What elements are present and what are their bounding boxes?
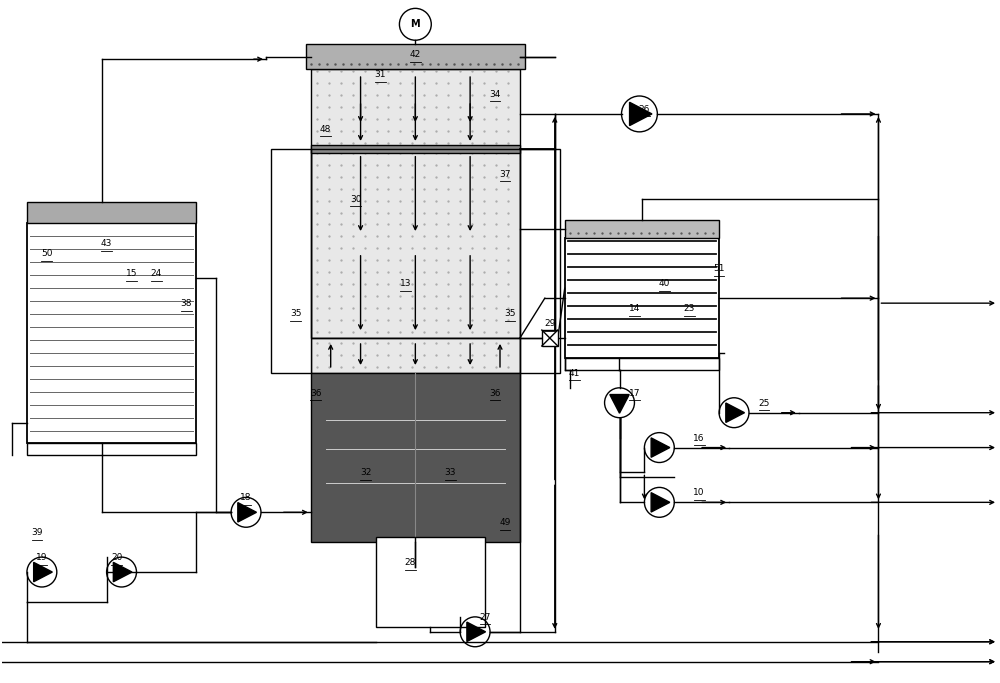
Text: 27: 27 bbox=[479, 613, 491, 622]
Text: 23: 23 bbox=[684, 304, 695, 313]
Bar bbox=[311, 373, 520, 542]
Text: 49: 49 bbox=[499, 518, 511, 527]
Text: 48: 48 bbox=[320, 125, 331, 134]
Text: 50: 50 bbox=[41, 249, 53, 258]
Polygon shape bbox=[726, 403, 745, 422]
Text: 35: 35 bbox=[290, 309, 302, 318]
Text: 38: 38 bbox=[181, 299, 192, 308]
Text: 10: 10 bbox=[693, 488, 705, 497]
Bar bbox=[565, 238, 719, 358]
Text: 19: 19 bbox=[36, 553, 48, 562]
Bar bbox=[565, 221, 719, 238]
Text: 29: 29 bbox=[544, 319, 555, 328]
Text: 41: 41 bbox=[569, 369, 580, 378]
Text: 35: 35 bbox=[504, 309, 516, 318]
Bar bbox=[311, 338, 520, 373]
Polygon shape bbox=[651, 492, 670, 512]
Text: 39: 39 bbox=[31, 528, 43, 538]
Text: 17: 17 bbox=[629, 389, 640, 398]
Polygon shape bbox=[238, 503, 256, 522]
Text: 18: 18 bbox=[240, 493, 252, 502]
Text: 36: 36 bbox=[310, 389, 322, 398]
Text: 30: 30 bbox=[350, 195, 361, 204]
Bar bbox=[271, 149, 311, 373]
Text: 37: 37 bbox=[499, 169, 511, 179]
Text: 14: 14 bbox=[629, 304, 640, 313]
Bar bbox=[542, 330, 558, 346]
Bar bbox=[376, 538, 485, 627]
Text: 43: 43 bbox=[101, 239, 112, 249]
Polygon shape bbox=[630, 102, 652, 126]
Text: 31: 31 bbox=[375, 70, 386, 79]
Text: 42: 42 bbox=[410, 50, 421, 59]
Text: 26: 26 bbox=[639, 105, 650, 114]
Bar bbox=[27, 223, 196, 443]
Polygon shape bbox=[651, 438, 670, 458]
Text: 20: 20 bbox=[111, 553, 122, 562]
Text: 32: 32 bbox=[360, 469, 371, 477]
Text: 28: 28 bbox=[405, 558, 416, 567]
Text: 33: 33 bbox=[444, 469, 456, 477]
Text: 25: 25 bbox=[758, 399, 770, 408]
Bar bbox=[306, 44, 525, 69]
Bar bbox=[27, 201, 196, 223]
Text: 13: 13 bbox=[400, 279, 411, 288]
Text: 15: 15 bbox=[126, 269, 137, 278]
Polygon shape bbox=[467, 622, 486, 641]
Text: 16: 16 bbox=[693, 434, 705, 443]
Text: 40: 40 bbox=[659, 279, 670, 288]
Bar bbox=[311, 149, 520, 338]
Bar bbox=[520, 149, 560, 373]
Bar bbox=[311, 145, 520, 153]
Text: 24: 24 bbox=[151, 269, 162, 278]
Text: M: M bbox=[411, 19, 420, 29]
Text: 51: 51 bbox=[713, 264, 725, 273]
Polygon shape bbox=[113, 562, 132, 582]
Polygon shape bbox=[610, 395, 629, 413]
Bar bbox=[311, 69, 520, 149]
Text: 34: 34 bbox=[489, 90, 501, 99]
Bar bbox=[565, 358, 719, 370]
Polygon shape bbox=[34, 562, 52, 582]
Bar bbox=[311, 149, 520, 338]
Bar bbox=[27, 443, 196, 455]
Text: 36: 36 bbox=[489, 389, 501, 398]
